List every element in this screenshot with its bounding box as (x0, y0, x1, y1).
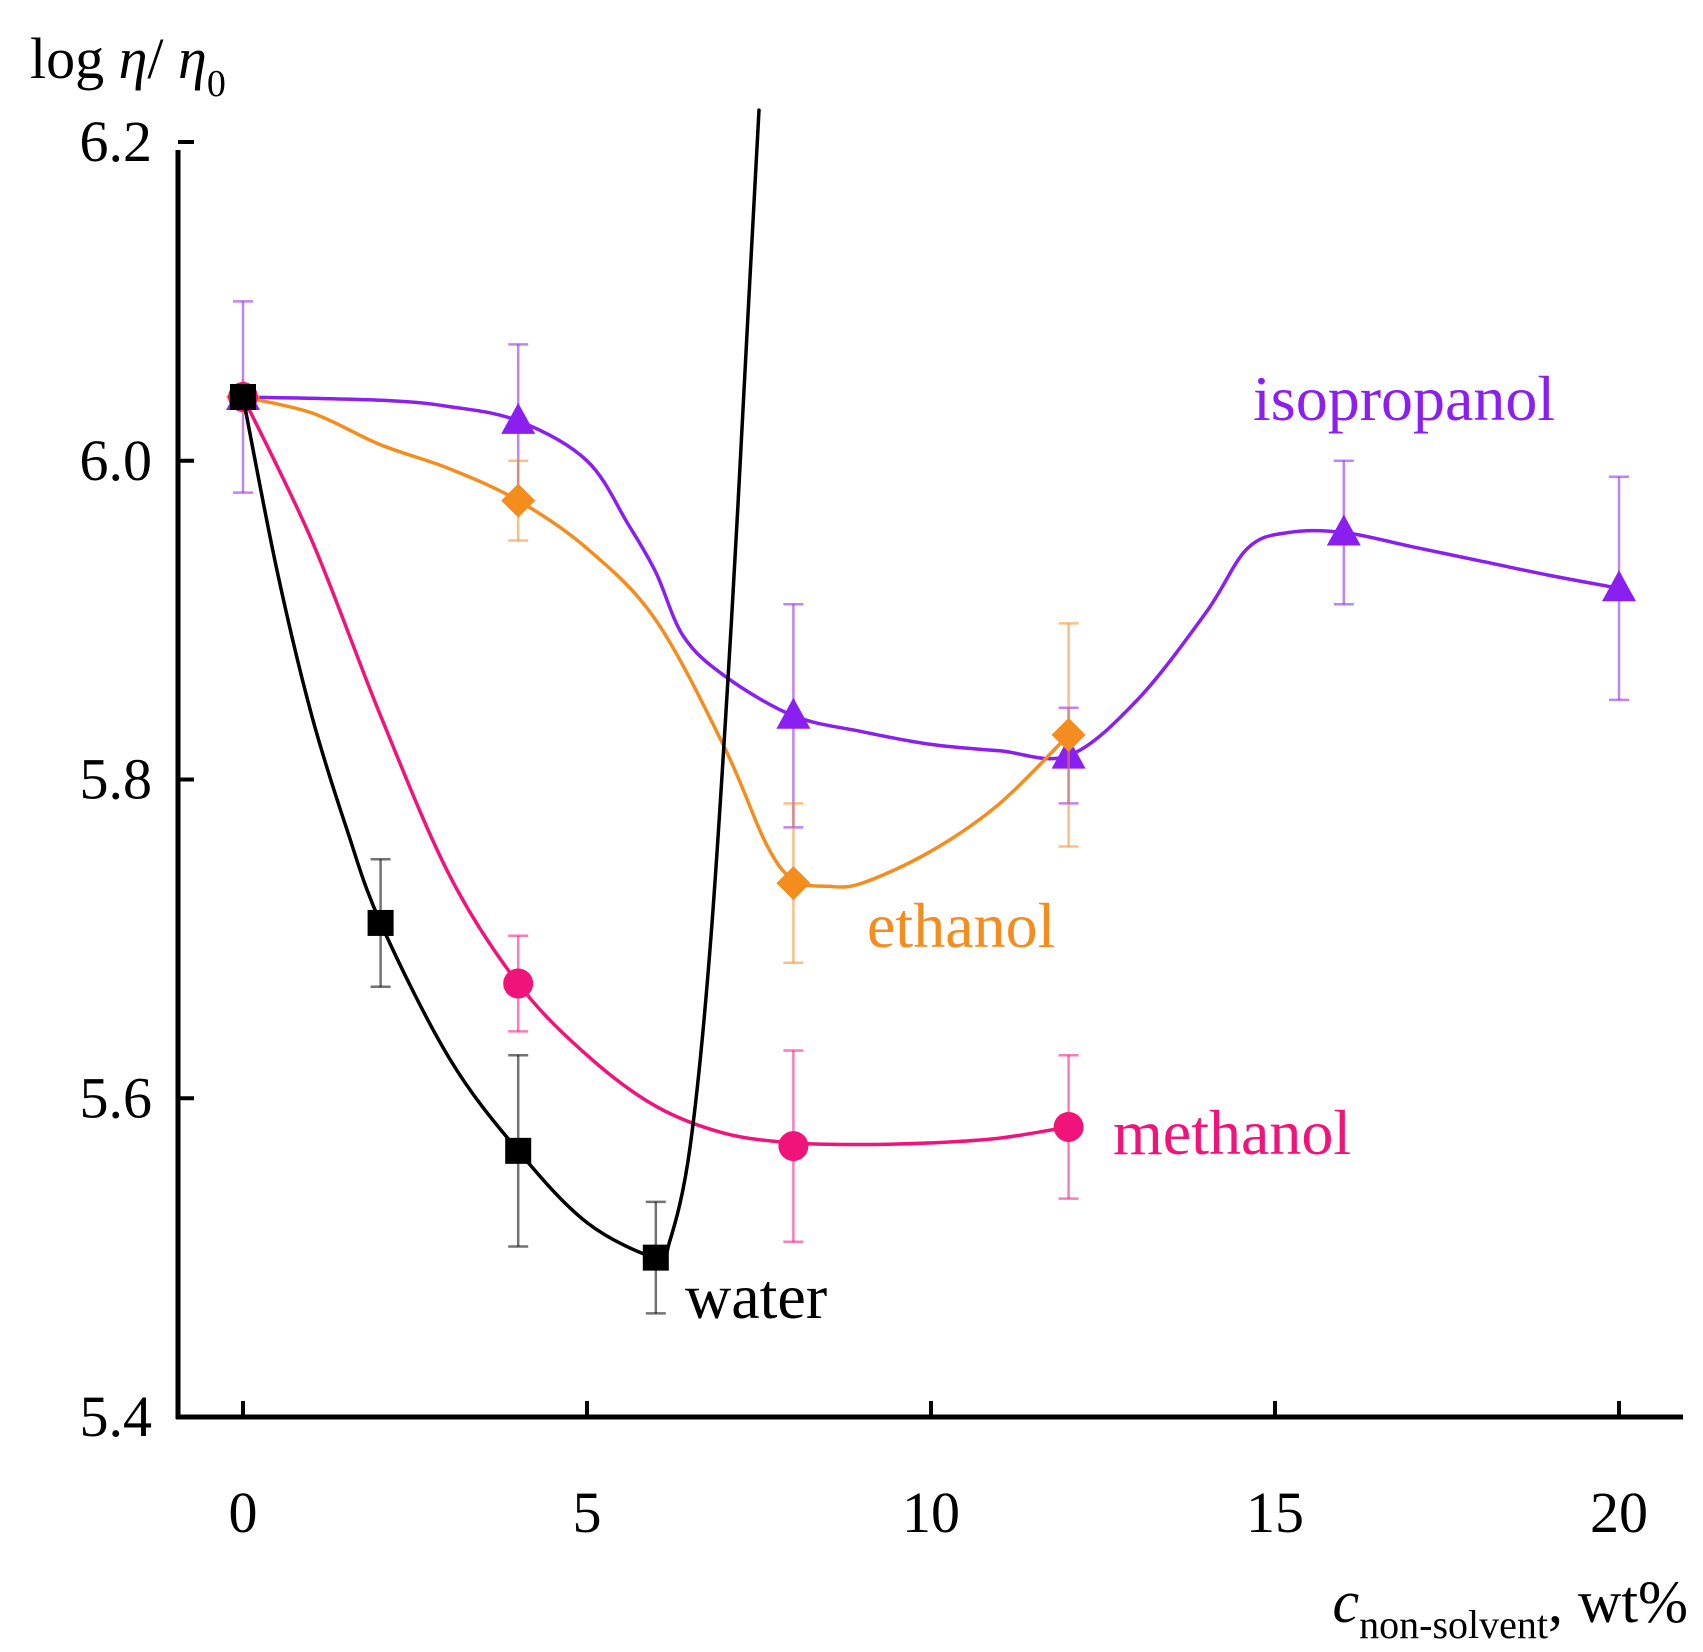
isopropanol-curve (241, 395, 1621, 761)
isopropanol-marker (1326, 514, 1361, 546)
water-marker (367, 909, 394, 936)
isopropanol-marker (1602, 570, 1636, 602)
y-tick-label: 5.4 (80, 1384, 153, 1449)
y-tick-label: 5.8 (80, 747, 153, 812)
isopropanol-marker (776, 697, 811, 729)
isopropanol-marker (501, 402, 536, 434)
x-tick-label: 5 (573, 1480, 602, 1545)
series-labels: isopropanol ethanol methanol water (685, 363, 1555, 1332)
methanol-marker (1053, 1111, 1084, 1142)
series-water (230, 108, 761, 1315)
y-tick-label: 6.0 (80, 428, 153, 493)
y-tick-label: 6.2 (80, 109, 153, 174)
ethanol-marker (501, 483, 536, 518)
water-marker (505, 1137, 532, 1164)
water-label: water (685, 1261, 827, 1332)
x-tick-label: 15 (1246, 1480, 1304, 1545)
ethanol-marker (1051, 717, 1086, 752)
x-tick-label: 10 (902, 1480, 960, 1545)
water-marker (642, 1244, 669, 1271)
series-ethanol (226, 380, 1086, 965)
methanol-curve (241, 395, 1071, 1147)
y-tick-label: 5.6 (80, 1065, 153, 1130)
x-tick-label: 20 (1590, 1480, 1648, 1545)
x-axis-label: cnon-solvent, wt% (1333, 1569, 1689, 1647)
series-layer (226, 108, 1636, 1315)
methanol-marker (503, 968, 534, 999)
x-tick-label: 0 (229, 1480, 258, 1545)
axes: 5.4 5.6 5.8 6.0 6.2 0 5 10 15 20 (80, 109, 1683, 1545)
ethanol-curve (241, 395, 1071, 889)
ethanol-marker (776, 866, 811, 901)
y-axis-label: log η/ η0 (30, 26, 226, 105)
methanol-marker (778, 1131, 809, 1162)
series-methanol (228, 382, 1084, 1243)
water-marker (230, 384, 256, 410)
methanol-label: methanol (1113, 1097, 1351, 1168)
ethanol-label: ethanol (867, 890, 1055, 961)
water-curve (241, 108, 761, 1261)
isopropanol-label: isopropanol (1253, 363, 1555, 434)
